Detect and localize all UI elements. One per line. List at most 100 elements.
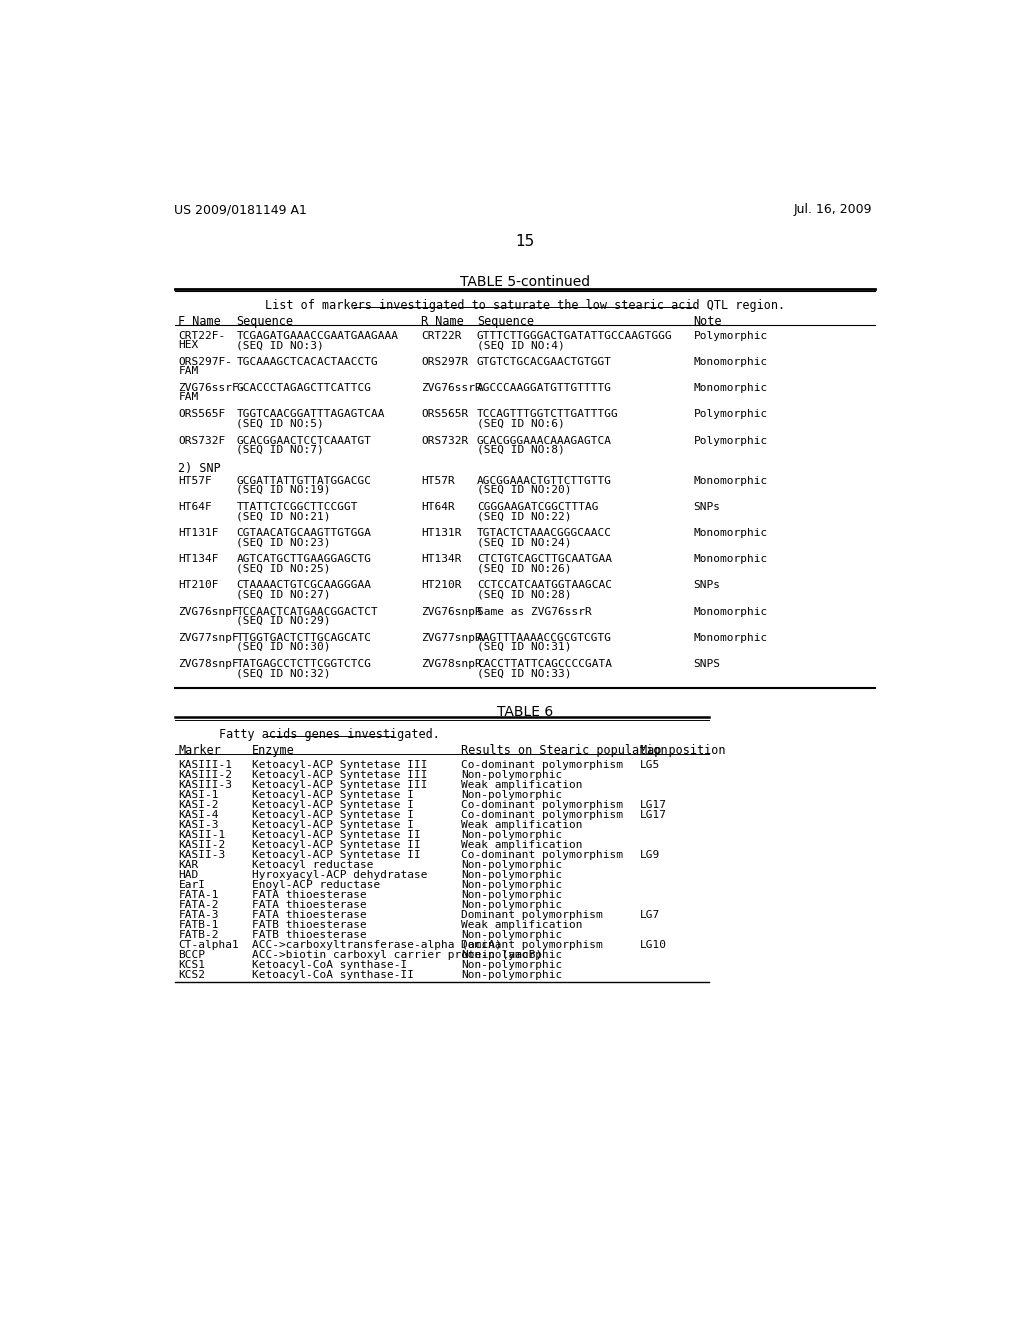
Text: CRT22R: CRT22R <box>421 331 462 341</box>
Text: (SEQ ID NO:25): (SEQ ID NO:25) <box>237 564 331 573</box>
Text: Ketoacyl-ACP Syntetase II: Ketoacyl-ACP Syntetase II <box>252 830 421 840</box>
Text: CGGGAAGATCGGCTTTAG: CGGGAAGATCGGCTTTAG <box>477 502 598 512</box>
Text: (SEQ ID NO:28): (SEQ ID NO:28) <box>477 590 571 599</box>
Text: Dominant polymorphism: Dominant polymorphism <box>461 940 603 950</box>
Text: (SEQ ID NO:30): (SEQ ID NO:30) <box>237 642 331 652</box>
Text: FATA-3: FATA-3 <box>178 909 219 920</box>
Text: Ketoacyl-ACP Syntetase II: Ketoacyl-ACP Syntetase II <box>252 840 421 850</box>
Text: KASI-4: KASI-4 <box>178 810 219 820</box>
Text: (SEQ ID NO:23): (SEQ ID NO:23) <box>237 537 331 548</box>
Text: US 2009/0181149 A1: US 2009/0181149 A1 <box>174 203 307 216</box>
Text: AGTCATGCTTGAAGGAGCTG: AGTCATGCTTGAAGGAGCTG <box>237 554 372 564</box>
Text: KASI-1: KASI-1 <box>178 789 219 800</box>
Text: CCTCCATCAATGGTAAGCAC: CCTCCATCAATGGTAAGCAC <box>477 581 611 590</box>
Text: GCGATTATTGTTATGGACGC: GCGATTATTGTTATGGACGC <box>237 475 372 486</box>
Text: ORS565R: ORS565R <box>421 409 468 420</box>
Text: Sequence: Sequence <box>237 314 294 327</box>
Text: Ketoacyl-CoA synthase-II: Ketoacyl-CoA synthase-II <box>252 970 414 979</box>
Text: Co-dominant polymorphism: Co-dominant polymorphism <box>461 810 624 820</box>
Text: HT210R: HT210R <box>421 581 462 590</box>
Text: ORS732F: ORS732F <box>178 436 225 446</box>
Text: ZVG77snpR: ZVG77snpR <box>421 632 481 643</box>
Text: HT57R: HT57R <box>421 475 455 486</box>
Text: ZVG76snpF: ZVG76snpF <box>178 607 240 616</box>
Text: Polymorphic: Polymorphic <box>693 409 768 420</box>
Text: Ketoacyl-ACP Syntetase III: Ketoacyl-ACP Syntetase III <box>252 780 427 789</box>
Text: FATA thioesterase: FATA thioesterase <box>252 890 367 900</box>
Text: AGCGGAAACTGTTCTTGTTG: AGCGGAAACTGTTCTTGTTG <box>477 475 611 486</box>
Text: (SEQ ID NO:6): (SEQ ID NO:6) <box>477 418 564 429</box>
Text: LG7: LG7 <box>640 909 659 920</box>
Text: Map position: Map position <box>640 743 725 756</box>
Text: List of markers investigated to saturate the low stearic acid QTL region.: List of markers investigated to saturate… <box>265 300 784 313</box>
Text: Sequence: Sequence <box>477 314 534 327</box>
Text: SNPS: SNPS <box>693 659 721 669</box>
Text: Weak amplification: Weak amplification <box>461 920 583 929</box>
Text: AAGTTTAAAACCGCGTCGTG: AAGTTTAAAACCGCGTCGTG <box>477 632 611 643</box>
Text: KAR: KAR <box>178 859 199 870</box>
Text: Monomorphic: Monomorphic <box>693 383 768 393</box>
Text: Non-polymorphic: Non-polymorphic <box>461 900 562 909</box>
Text: CTCTGTCAGCTTGCAATGAA: CTCTGTCAGCTTGCAATGAA <box>477 554 611 564</box>
Text: FATB-2: FATB-2 <box>178 929 219 940</box>
Text: (SEQ ID NO:20): (SEQ ID NO:20) <box>477 484 571 495</box>
Text: Results on Stearic population: Results on Stearic population <box>461 743 668 756</box>
Text: Monomorphic: Monomorphic <box>693 632 768 643</box>
Text: TGTACTCTAAACGGGCAACC: TGTACTCTAAACGGGCAACC <box>477 528 611 539</box>
Text: Dominant polymorphism: Dominant polymorphism <box>461 909 603 920</box>
Text: SNPs: SNPs <box>693 581 721 590</box>
Text: FATB thioesterase: FATB thioesterase <box>252 920 367 929</box>
Text: Ketoacyl-ACP Syntetase II: Ketoacyl-ACP Syntetase II <box>252 850 421 859</box>
Text: GTGTCTGCACGAACTGTGGT: GTGTCTGCACGAACTGTGGT <box>477 358 611 367</box>
Text: Enzyme: Enzyme <box>252 743 295 756</box>
Text: R Name: R Name <box>421 314 464 327</box>
Text: FATA-2: FATA-2 <box>178 900 219 909</box>
Text: Non-polymorphic: Non-polymorphic <box>461 770 562 780</box>
Text: GCACGGAACTCCTCAAATGT: GCACGGAACTCCTCAAATGT <box>237 436 372 446</box>
Text: (SEQ ID NO:5): (SEQ ID NO:5) <box>237 418 325 429</box>
Text: ORS565F: ORS565F <box>178 409 225 420</box>
Text: LG17: LG17 <box>640 800 667 809</box>
Text: HAD: HAD <box>178 870 199 880</box>
Text: KASII-2: KASII-2 <box>178 840 225 850</box>
Text: HT64F: HT64F <box>178 502 212 512</box>
Text: Ketoacyl-CoA synthase-I: Ketoacyl-CoA synthase-I <box>252 960 408 970</box>
Text: Non-polymorphic: Non-polymorphic <box>461 929 562 940</box>
Text: Fatty acids genes investigated.: Fatty acids genes investigated. <box>219 729 440 742</box>
Text: CGTAACATGCAAGTTGTGGA: CGTAACATGCAAGTTGTGGA <box>237 528 372 539</box>
Text: Enoyl-ACP reductase: Enoyl-ACP reductase <box>252 880 380 890</box>
Text: Marker: Marker <box>178 743 221 756</box>
Text: HT210F: HT210F <box>178 581 219 590</box>
Text: Note: Note <box>693 314 722 327</box>
Text: TGCAAAGCTCACACTAACCTG: TGCAAAGCTCACACTAACCTG <box>237 358 378 367</box>
Text: Ketoacyl-ACP Syntetase I: Ketoacyl-ACP Syntetase I <box>252 820 414 830</box>
Text: ZVG77snpF: ZVG77snpF <box>178 632 240 643</box>
Text: FATA thioesterase: FATA thioesterase <box>252 900 367 909</box>
Text: Polymorphic: Polymorphic <box>693 436 768 446</box>
Text: FATA-1: FATA-1 <box>178 890 219 900</box>
Text: Non-polymorphic: Non-polymorphic <box>461 950 562 960</box>
Text: Non-polymorphic: Non-polymorphic <box>461 890 562 900</box>
Text: ZVG76ssrF-: ZVG76ssrF- <box>178 383 246 393</box>
Text: LG5: LG5 <box>640 760 659 770</box>
Text: Monomorphic: Monomorphic <box>693 607 768 616</box>
Text: Monomorphic: Monomorphic <box>693 528 768 539</box>
Text: (SEQ ID NO:21): (SEQ ID NO:21) <box>237 511 331 521</box>
Text: F Name: F Name <box>178 314 221 327</box>
Text: Same as ZVG76ssrR: Same as ZVG76ssrR <box>477 607 592 616</box>
Text: FAM: FAM <box>178 367 199 376</box>
Text: ACC->biotin carboxyl carrier protein (aacB): ACC->biotin carboxyl carrier protein (aa… <box>252 950 543 960</box>
Text: (SEQ ID NO:24): (SEQ ID NO:24) <box>477 537 571 548</box>
Text: HT134R: HT134R <box>421 554 462 564</box>
Text: (SEQ ID NO:26): (SEQ ID NO:26) <box>477 564 571 573</box>
Text: TABLE 6: TABLE 6 <box>497 705 553 719</box>
Text: Non-polymorphic: Non-polymorphic <box>461 970 562 979</box>
Text: HEX: HEX <box>178 341 199 350</box>
Text: Ketoacyl-ACP Syntetase III: Ketoacyl-ACP Syntetase III <box>252 760 427 770</box>
Text: Non-polymorphic: Non-polymorphic <box>461 880 562 890</box>
Text: Non-polymorphic: Non-polymorphic <box>461 960 562 970</box>
Text: TABLE 5-continued: TABLE 5-continued <box>460 276 590 289</box>
Text: (SEQ ID NO:27): (SEQ ID NO:27) <box>237 590 331 599</box>
Text: CT-alpha1: CT-alpha1 <box>178 940 240 950</box>
Text: (SEQ ID NO:32): (SEQ ID NO:32) <box>237 668 331 678</box>
